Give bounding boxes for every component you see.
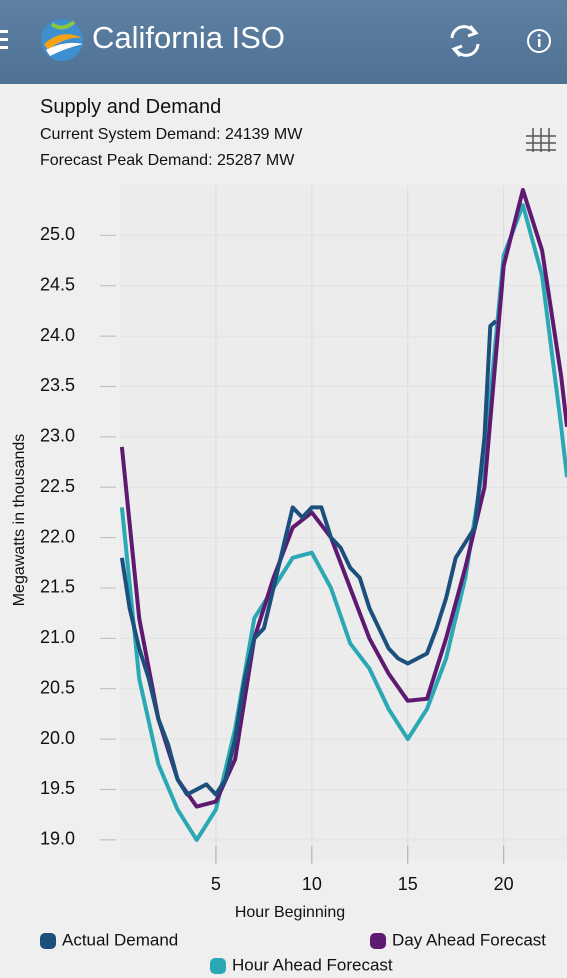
legend-label: Day Ahead Forecast — [392, 930, 546, 949]
y-tick-label: 20.5 — [40, 677, 75, 697]
y-tick-label: 22.5 — [40, 476, 75, 496]
y-tick-label: 21.5 — [40, 577, 75, 597]
y-tick-label: 22.0 — [40, 526, 75, 546]
refresh-icon[interactable] — [450, 25, 480, 57]
y-tick-label: 23.5 — [40, 375, 75, 395]
app-bar: California ISO — [0, 0, 567, 84]
x-axis-label: Hour Beginning — [235, 904, 345, 921]
series-line — [120, 319, 498, 797]
x-tick-label: 20 — [494, 874, 514, 894]
plot-area — [120, 185, 567, 860]
info-icon[interactable] — [527, 29, 551, 53]
app-title: California ISO — [92, 20, 285, 55]
y-tick-label: 23.0 — [40, 426, 75, 446]
legend-swatch — [370, 933, 386, 949]
x-tick-label: 5 — [211, 874, 221, 894]
y-tick-label: 24.5 — [40, 274, 75, 294]
x-tick-label: 10 — [302, 874, 322, 894]
series-line — [120, 188, 567, 809]
y-tick-label: 25.0 — [40, 224, 75, 244]
y-tick-label: 19.5 — [40, 778, 75, 798]
legend-label: Actual Demand — [62, 930, 178, 949]
menu-icon[interactable] — [0, 30, 8, 49]
legend-swatch — [210, 958, 226, 974]
y-tick-label: 20.0 — [40, 728, 75, 748]
y-tick-label: 19.0 — [40, 829, 75, 849]
app-bar-icons — [0, 19, 551, 61]
series-line — [120, 203, 567, 842]
forecast-peak: Forecast Peak Demand: 25287 MW — [40, 152, 295, 169]
legend-label: Hour Ahead Forecast — [232, 955, 393, 974]
plot-lines — [120, 188, 567, 842]
table-view-icon[interactable] — [526, 128, 556, 152]
y-axis-label: Megawatts in thousands — [11, 434, 28, 607]
y-tick-label: 21.0 — [40, 627, 75, 647]
legend-swatch — [40, 933, 56, 949]
y-tick-label: 24.0 — [40, 325, 75, 345]
current-demand: Current System Demand: 24139 MW — [40, 126, 303, 143]
logo — [41, 19, 83, 61]
x-tick-label: 15 — [398, 874, 418, 894]
panel-title: Supply and Demand — [40, 96, 222, 118]
